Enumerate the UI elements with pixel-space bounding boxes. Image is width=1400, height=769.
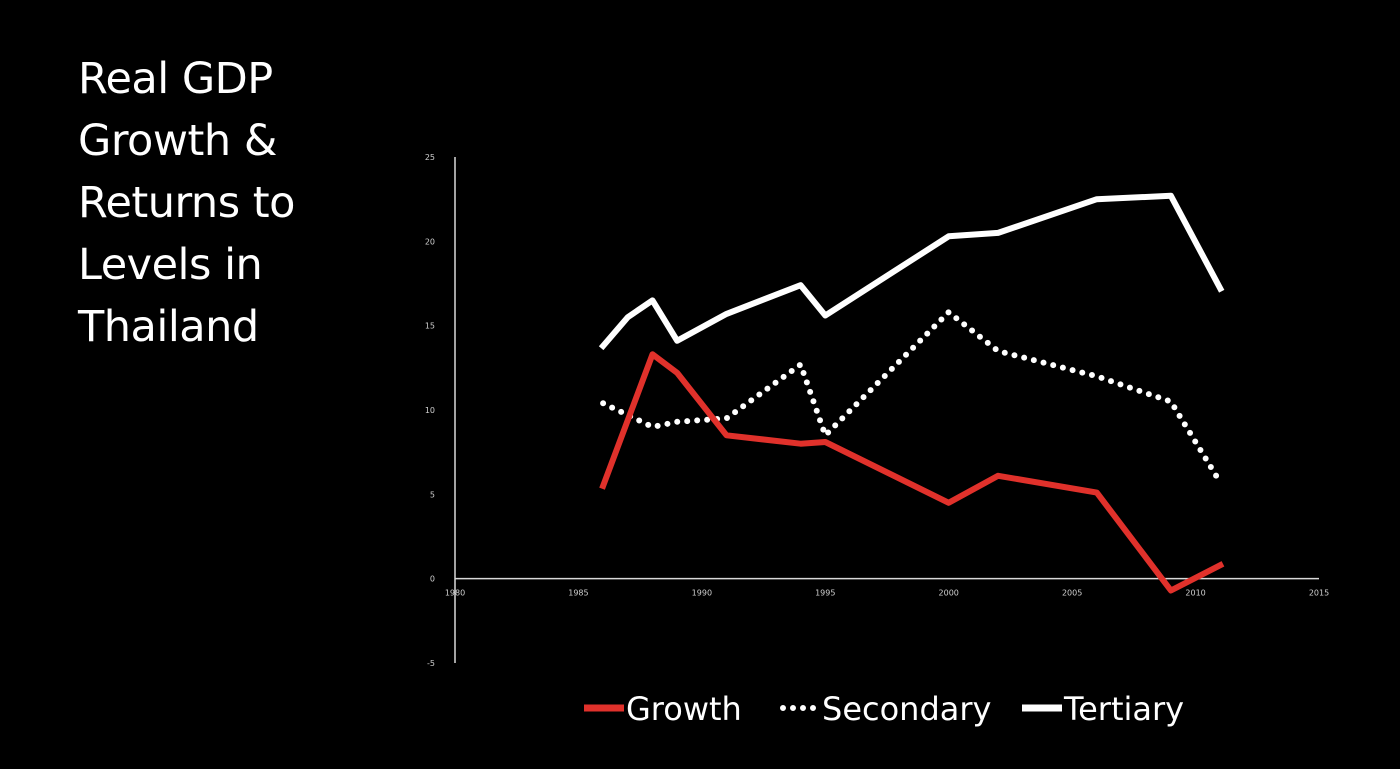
x-tick-label: 2000	[939, 589, 959, 598]
y-tick-label: 0	[430, 575, 435, 584]
y-tick-label: 20	[425, 237, 435, 246]
x-tick-label: 2010	[1185, 589, 1205, 598]
title-line-3: Returns to	[78, 178, 295, 228]
growth-series-line	[599, 351, 1225, 594]
legend-growth-label: Growth	[626, 690, 742, 728]
y-tick-label: 15	[425, 322, 435, 331]
x-tick-label: 2005	[1062, 589, 1082, 598]
legend-tertiary-label: Tertiary	[1063, 690, 1184, 728]
legend-secondary-label: Secondary	[822, 690, 991, 728]
y-tick-label: 25	[425, 153, 435, 162]
tertiary-series-line	[598, 192, 1225, 351]
slide-title: Real GDP Growth & Returns to Levels in T…	[78, 48, 398, 358]
y-tick-label: 5	[430, 490, 435, 499]
x-tick-label: 2015	[1309, 589, 1329, 598]
title-line-2: Growth &	[78, 116, 277, 166]
x-tick-label: 1985	[568, 589, 588, 598]
x-tick-label: 1990	[692, 589, 712, 598]
title-line-5: Thailand	[78, 302, 259, 352]
y-tick-label: 10	[425, 406, 435, 415]
title-line-1: Real GDP	[78, 54, 273, 104]
x-tick-label: 1995	[815, 589, 835, 598]
x-tick-label: 1980	[445, 589, 465, 598]
y-tick-label: -5	[427, 659, 435, 668]
title-line-4: Levels in	[78, 240, 263, 290]
secondary-series-line	[600, 309, 1224, 486]
